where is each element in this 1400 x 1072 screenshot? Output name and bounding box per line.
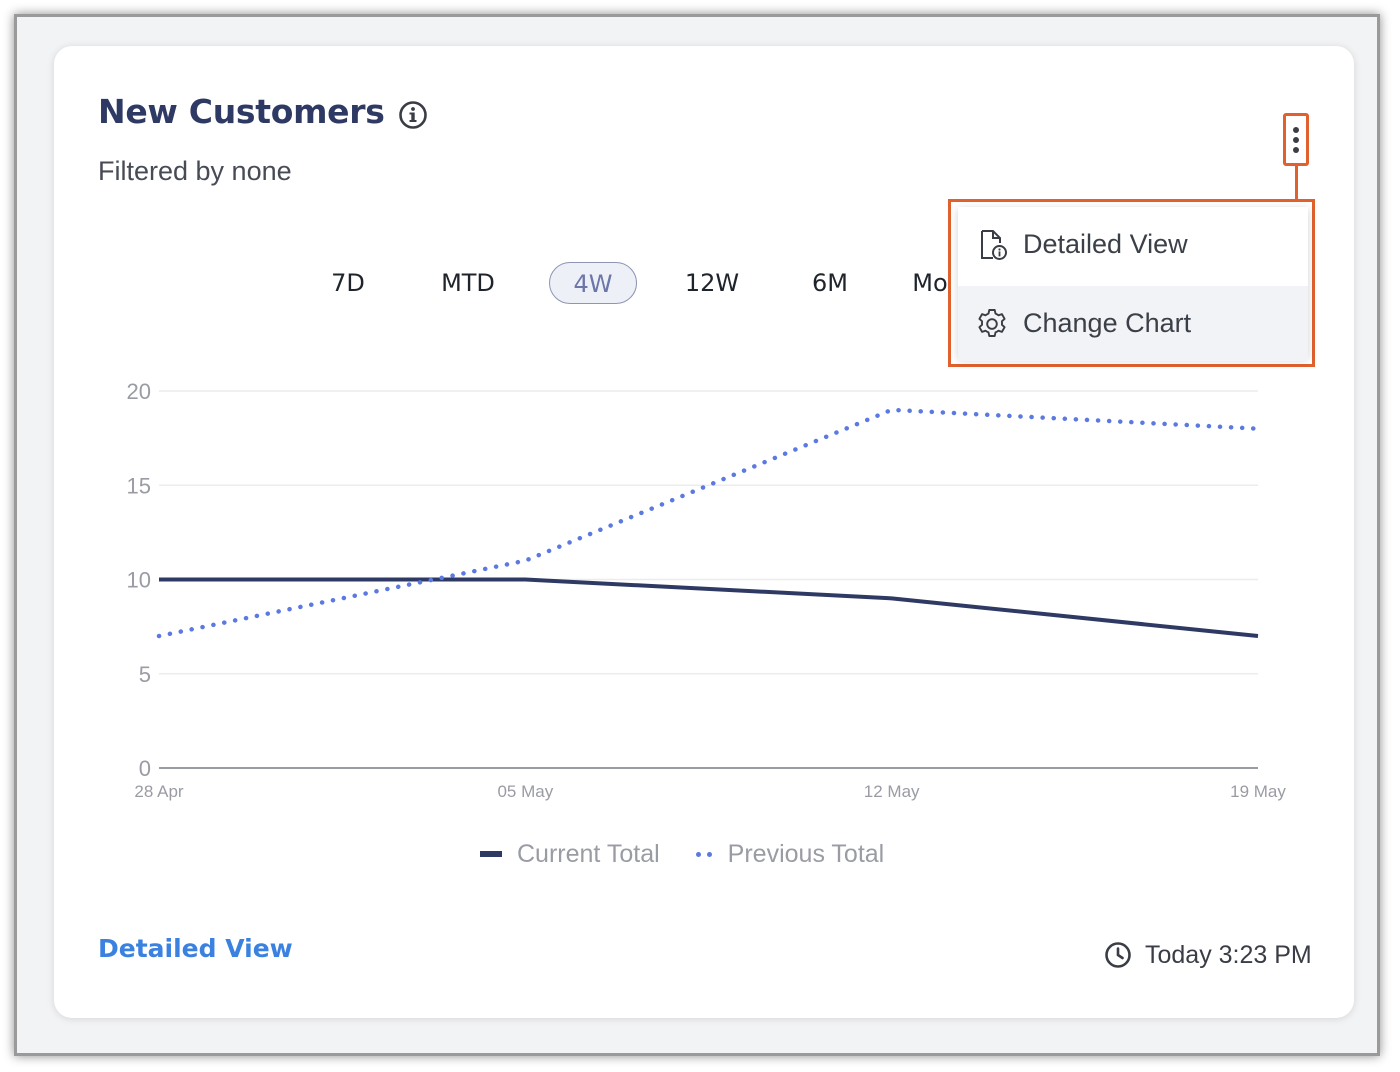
legend-label-previous: Previous Total xyxy=(727,839,885,868)
x-tick-label: 05 May xyxy=(497,782,553,801)
options-menu-highlight: Detailed View Change Chart xyxy=(948,199,1315,367)
kebab-dot xyxy=(1293,126,1299,133)
y-tick-label: 5 xyxy=(139,662,151,687)
document-info-icon xyxy=(981,229,1007,260)
clock-icon xyxy=(1105,942,1131,968)
info-icon[interactable] xyxy=(398,100,428,130)
last-updated: Today 3:23 PM xyxy=(1104,938,1312,972)
y-tick-label: 0 xyxy=(139,756,151,781)
range-button-12w[interactable]: 12W xyxy=(684,269,740,297)
gear-icon xyxy=(978,308,1006,337)
menu-item-label: Change Chart xyxy=(1023,308,1192,338)
x-tick-label: 28 Apr xyxy=(134,782,183,801)
series-line-previous-total xyxy=(156,407,1261,639)
options-menu: Detailed View Change Chart xyxy=(958,207,1308,361)
chart-legend: Current Total Previous Total xyxy=(480,838,884,870)
highlight-connector xyxy=(1295,166,1298,200)
y-tick-label: 15 xyxy=(127,473,151,498)
menu-item-label: Detailed View xyxy=(1023,229,1188,259)
y-tick-label: 20 xyxy=(127,379,151,404)
range-button-mo[interactable]: Mo xyxy=(912,269,948,297)
menu-item-detailed-view[interactable]: Detailed View xyxy=(958,207,1308,282)
last-updated-text: Today 3:23 PM xyxy=(1145,940,1312,969)
filter-subtitle: Filtered by none xyxy=(98,156,292,186)
range-button-mtd[interactable]: MTD xyxy=(441,269,495,297)
y-tick-label: 10 xyxy=(127,568,151,593)
kebab-dot xyxy=(1293,136,1299,143)
legend-swatch-previous xyxy=(695,851,712,857)
x-tick-label: 19 May xyxy=(1230,782,1286,801)
kebab-dot xyxy=(1293,146,1299,153)
legend-swatch-current xyxy=(480,851,502,857)
series-line-current-total xyxy=(159,577,1259,639)
range-button-4w[interactable]: 4W xyxy=(549,262,637,304)
range-button-6m[interactable]: 6M xyxy=(812,269,848,297)
x-tick-label: 12 May xyxy=(864,782,920,801)
range-button-7d[interactable]: 7D xyxy=(331,269,365,297)
menu-item-change-chart[interactable]: Change Chart xyxy=(958,286,1308,361)
card-title: New Customers xyxy=(98,92,385,131)
more-options-button[interactable] xyxy=(1283,113,1309,166)
legend-label-current: Current Total xyxy=(517,839,660,868)
detailed-view-link[interactable]: Detailed View xyxy=(98,934,293,963)
